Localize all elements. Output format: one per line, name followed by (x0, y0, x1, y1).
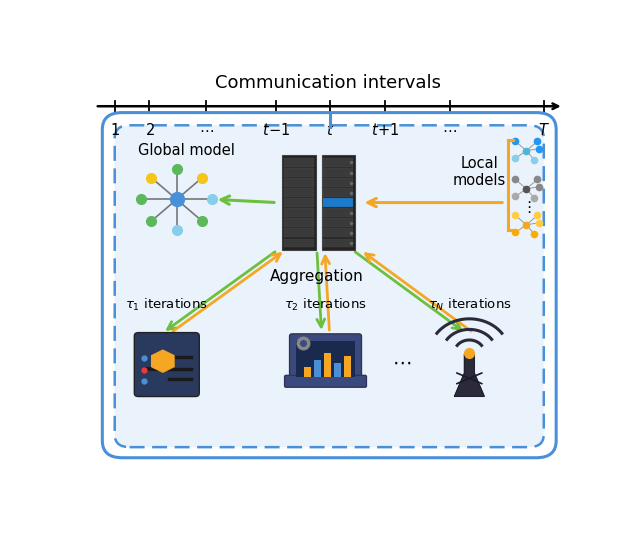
Text: $\cdots$: $\cdots$ (442, 122, 457, 138)
Text: $\tau_1$ iterations: $\tau_1$ iterations (125, 297, 208, 313)
Text: Local
models: Local models (452, 156, 506, 188)
FancyBboxPatch shape (314, 360, 321, 377)
FancyBboxPatch shape (284, 218, 314, 227)
FancyBboxPatch shape (285, 375, 367, 387)
Text: Communication intervals: Communication intervals (215, 74, 441, 92)
Text: $\vdots$: $\vdots$ (521, 200, 532, 216)
FancyBboxPatch shape (323, 228, 353, 237)
Text: $\cdots$: $\cdots$ (199, 122, 214, 138)
FancyBboxPatch shape (284, 199, 314, 207)
FancyBboxPatch shape (284, 178, 314, 186)
FancyBboxPatch shape (284, 239, 314, 247)
Text: $\tau_2$ iterations: $\tau_2$ iterations (284, 297, 367, 313)
FancyBboxPatch shape (323, 189, 353, 197)
FancyBboxPatch shape (321, 155, 355, 250)
FancyBboxPatch shape (323, 199, 353, 207)
Text: Global model: Global model (138, 143, 235, 158)
FancyBboxPatch shape (324, 353, 331, 377)
FancyBboxPatch shape (134, 333, 199, 397)
Text: $1$: $1$ (110, 122, 120, 139)
FancyBboxPatch shape (323, 208, 353, 217)
FancyBboxPatch shape (284, 189, 314, 197)
FancyBboxPatch shape (284, 168, 314, 177)
FancyBboxPatch shape (296, 340, 355, 377)
FancyBboxPatch shape (334, 362, 340, 377)
FancyBboxPatch shape (282, 155, 316, 250)
FancyBboxPatch shape (323, 239, 353, 247)
Text: $\tau_N$ iterations: $\tau_N$ iterations (428, 297, 511, 313)
FancyBboxPatch shape (305, 367, 311, 377)
FancyBboxPatch shape (289, 334, 362, 383)
FancyBboxPatch shape (344, 356, 351, 377)
Text: $2$: $2$ (145, 122, 154, 139)
FancyBboxPatch shape (323, 218, 353, 227)
Text: $T$: $T$ (538, 122, 550, 139)
FancyBboxPatch shape (323, 158, 353, 167)
FancyBboxPatch shape (284, 158, 314, 167)
Polygon shape (152, 350, 174, 372)
FancyBboxPatch shape (284, 208, 314, 217)
Text: $\cdots$: $\cdots$ (392, 353, 411, 372)
Text: $t\!-\!1$: $t\!-\!1$ (262, 122, 291, 139)
Text: $t$: $t$ (326, 122, 335, 139)
FancyBboxPatch shape (115, 125, 544, 447)
FancyBboxPatch shape (323, 178, 353, 186)
Polygon shape (454, 354, 484, 397)
Text: $t\!+\!1$: $t\!+\!1$ (371, 122, 399, 139)
FancyBboxPatch shape (284, 228, 314, 237)
Text: Aggregation: Aggregation (270, 270, 364, 284)
FancyBboxPatch shape (323, 168, 353, 177)
